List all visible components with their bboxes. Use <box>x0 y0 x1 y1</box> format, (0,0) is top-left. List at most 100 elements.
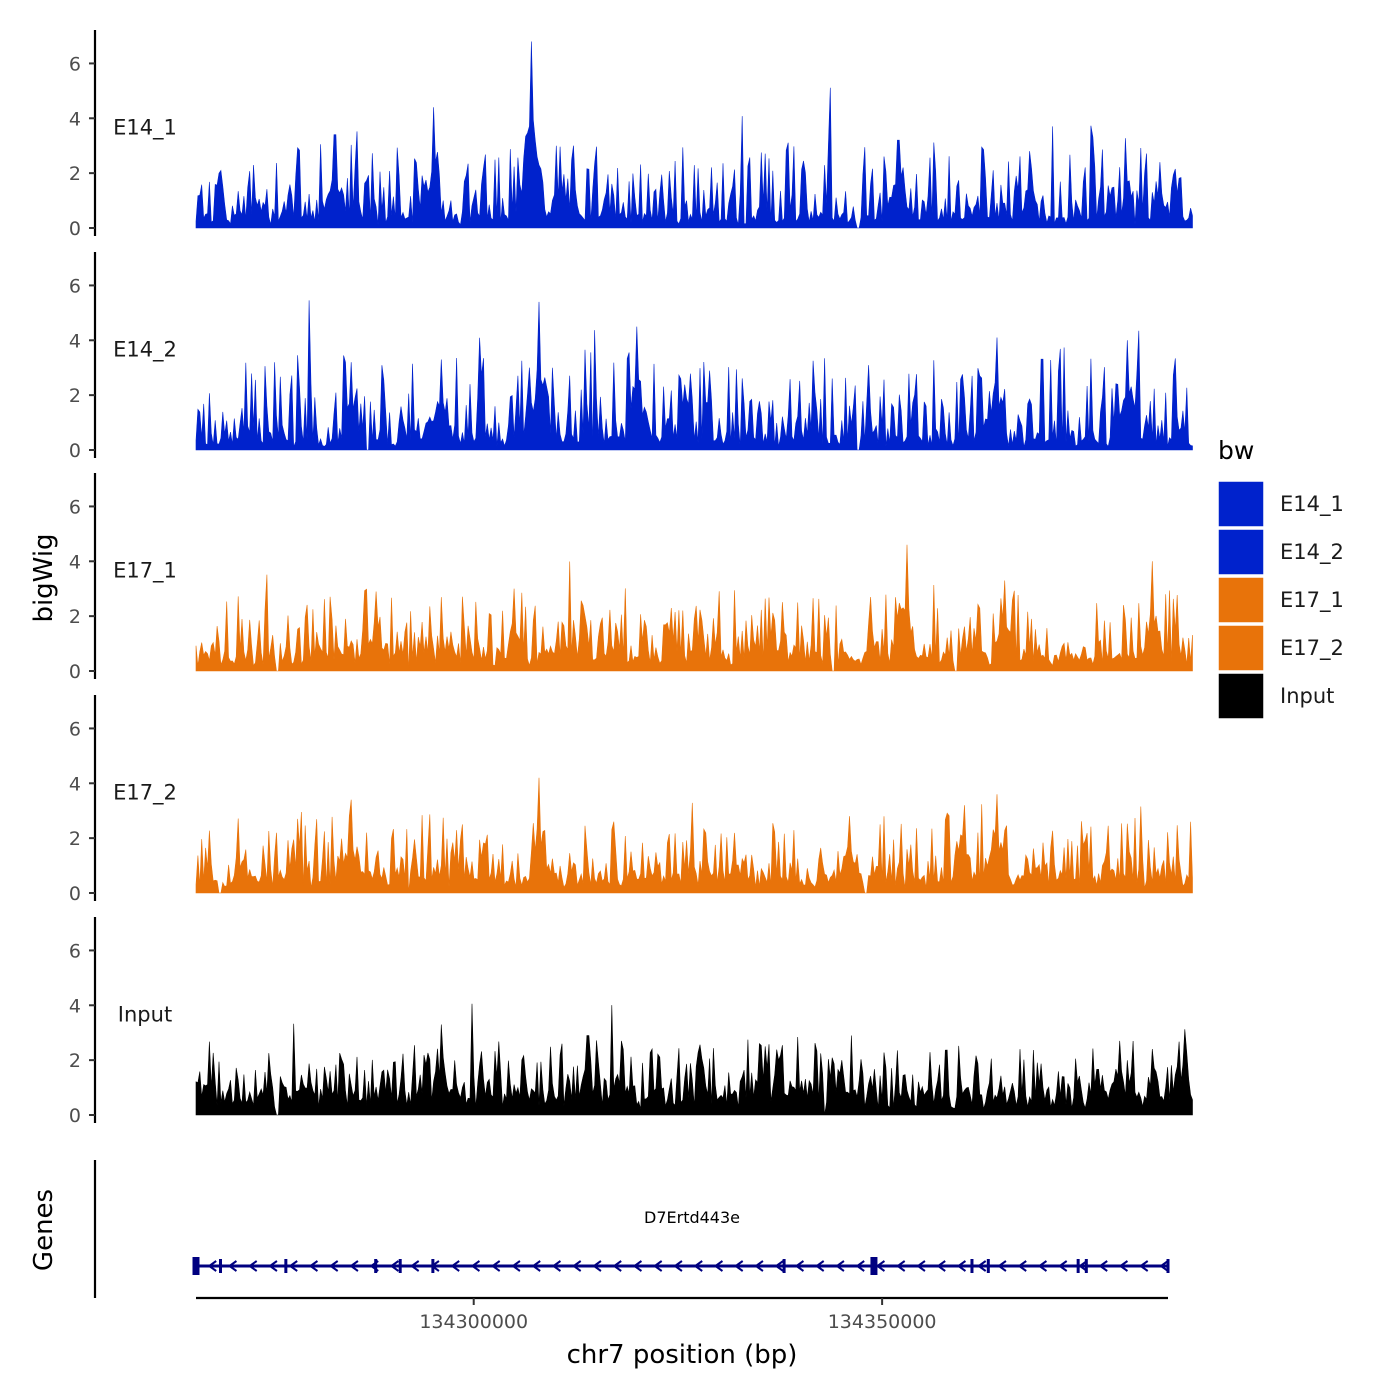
y-tick-label-e14_2: 2 <box>69 385 81 407</box>
strand-arrow <box>511 1260 521 1272</box>
x-tick-label: 134300000 <box>419 1311 528 1333</box>
track-Input: 0 2 4 6 Input <box>69 917 1193 1127</box>
strand-arrow <box>835 1260 845 1272</box>
legend: bw E14_1 E14_2 E17_1 E17_2 Input <box>1217 436 1344 720</box>
strand-arrow <box>612 1260 622 1272</box>
strand-arrow <box>814 1260 825 1272</box>
strand-arrow <box>754 1260 764 1272</box>
legend-swatch-e17_1 <box>1217 576 1265 624</box>
x-tick-label: 134350000 <box>828 1311 937 1333</box>
track-label-e17_2: E17_2 <box>113 781 177 806</box>
coverage-area-e17_2 <box>195 777 1193 894</box>
strand-arrow <box>693 1260 703 1272</box>
y-axis-title: bigWig <box>29 533 59 622</box>
strand-arrow <box>328 1260 339 1272</box>
exon <box>398 1259 402 1273</box>
strand-arrow <box>774 1260 784 1272</box>
strand-arrow <box>571 1260 582 1272</box>
exon <box>870 1257 878 1275</box>
strand-arrow <box>713 1260 724 1272</box>
strand-arrow <box>1159 1260 1169 1272</box>
legend-label-e14_1: E14_1 <box>1280 492 1344 517</box>
strand-arrow <box>207 1260 217 1272</box>
strand-arrow <box>288 1260 298 1272</box>
legend-label-e17_1: E17_1 <box>1280 588 1344 613</box>
strand-arrow <box>1098 1260 1108 1272</box>
gene-panel: D7Ertd443e <box>93 1160 1170 1298</box>
strand-arrow <box>1118 1260 1129 1272</box>
coverage-area-e17_1 <box>195 544 1193 672</box>
y-tick-label-e17_1: 6 <box>69 496 81 518</box>
strand-arrow <box>1138 1260 1149 1272</box>
y-tick-label-e14_2: 4 <box>69 330 81 352</box>
y-tick-label-e17_1: 4 <box>69 551 81 573</box>
track-label-e14_2: E14_2 <box>113 338 177 363</box>
strand-arrow <box>551 1260 562 1272</box>
strand-arrow <box>409 1260 420 1272</box>
strand-arrow <box>592 1260 602 1272</box>
track-label-e14_1: E14_1 <box>113 116 177 141</box>
y-tick-label-e17_2: 4 <box>69 773 81 795</box>
strand-arrow <box>895 1260 906 1272</box>
strand-arrow <box>1037 1260 1048 1272</box>
strand-arrow <box>490 1260 501 1272</box>
y-tick-label-e14_2: 6 <box>69 275 81 297</box>
exon <box>970 1259 974 1273</box>
coverage-area-e14_1 <box>195 41 1193 229</box>
strand-arrow <box>733 1260 744 1272</box>
legend-label-e17_2: E17_2 <box>1280 636 1344 661</box>
exon <box>1166 1259 1170 1273</box>
strand-arrow <box>389 1260 400 1272</box>
y-tick-label-e14_1: 6 <box>69 53 81 75</box>
exon <box>782 1259 786 1273</box>
y-tick-label-input: 6 <box>69 940 81 962</box>
strand-arrow <box>976 1260 987 1272</box>
strand-arrow <box>673 1260 683 1272</box>
track-E17_2: 0 2 4 6 E17_2 <box>69 695 1193 905</box>
strand-arrow <box>1057 1260 1068 1272</box>
legend-swatch-e14_1 <box>1217 480 1265 528</box>
exon <box>431 1259 435 1273</box>
strand-arrow <box>794 1260 805 1272</box>
exon <box>192 1257 200 1275</box>
strand-arrow <box>450 1260 460 1272</box>
track-label-e17_1: E17_1 <box>113 559 177 584</box>
exon <box>374 1259 378 1273</box>
strand-arrow <box>247 1260 258 1272</box>
coverage-area-e14_2 <box>195 300 1193 451</box>
strand-arrow <box>227 1260 238 1272</box>
y-tick-label-e17_2: 2 <box>69 828 81 850</box>
y-tick-label-e14_2: 0 <box>69 440 81 462</box>
genes-title: Genes <box>29 1189 59 1271</box>
track-E14_1: 0 2 4 6 E14_1 <box>69 30 1193 240</box>
strand-arrow <box>936 1260 946 1272</box>
legend-swatch-e14_2 <box>1217 528 1265 576</box>
y-tick-label-e17_2: 6 <box>69 718 81 740</box>
y-tick-label-e17_2: 0 <box>69 883 81 905</box>
strand-arrow <box>470 1260 481 1272</box>
strand-arrow <box>875 1260 886 1272</box>
strand-arrow <box>349 1260 359 1272</box>
coverage-area-input <box>195 1003 1193 1116</box>
strand-arrow <box>997 1260 1007 1272</box>
y-tick-label-input: 4 <box>69 995 81 1017</box>
track-label-input: Input <box>118 1003 172 1027</box>
strand-arrow <box>916 1260 926 1272</box>
track-E14_2: 0 2 4 6 E14_2 <box>69 252 1193 462</box>
x-axis-title: chr7 position (bp) <box>567 1340 798 1370</box>
x-axis: 134300000 134350000 <box>196 1296 1168 1333</box>
y-tick-label-input: 0 <box>69 1105 81 1127</box>
legend-label-input: Input <box>1280 684 1334 708</box>
strand-arrow <box>1078 1260 1088 1272</box>
y-tick-label-input: 2 <box>69 1050 81 1072</box>
y-tick-label-e14_1: 0 <box>69 218 81 240</box>
strand-arrow <box>652 1260 663 1272</box>
strand-arrow <box>308 1260 319 1272</box>
y-tick-label-e14_1: 2 <box>69 163 81 185</box>
legend-title: bw <box>1218 436 1254 465</box>
strand-arrow <box>1017 1260 1027 1272</box>
strand-arrow <box>268 1260 278 1272</box>
exon <box>1076 1259 1080 1273</box>
legend-label-e14_2: E14_2 <box>1280 540 1344 565</box>
